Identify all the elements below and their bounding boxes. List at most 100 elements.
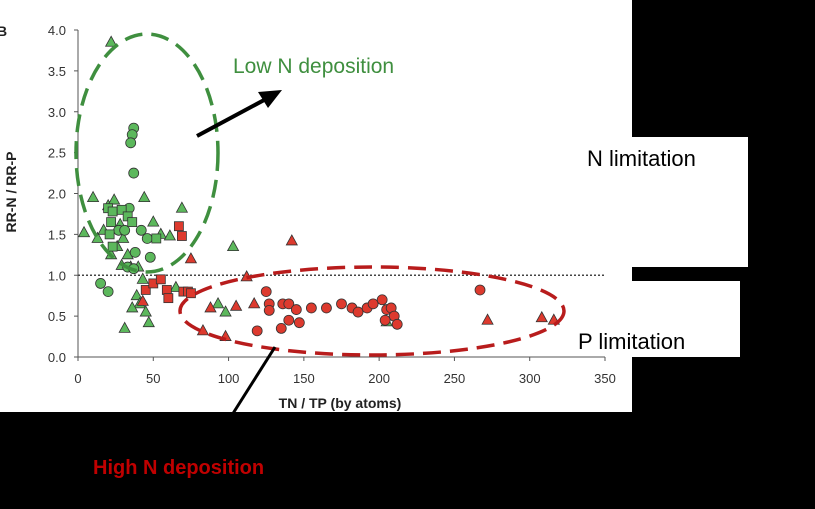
data-point-square bbox=[151, 233, 162, 244]
data-point-triangle bbox=[77, 225, 91, 238]
x-ticks: 0 50 100 150 200 250 300 350 bbox=[74, 357, 616, 386]
data-point-triangle bbox=[219, 305, 232, 317]
panel-letter: B bbox=[0, 23, 7, 39]
high-n-deposition-label: High N deposition bbox=[93, 457, 264, 479]
low-n-deposition-label: Low N deposition bbox=[233, 55, 394, 78]
x-tick-label: 100 bbox=[218, 371, 240, 386]
data-point-triangle bbox=[147, 215, 160, 227]
data-point-square bbox=[163, 293, 174, 304]
data-point-circle bbox=[95, 278, 106, 289]
data-point-circle bbox=[119, 224, 131, 236]
data-point-triangle bbox=[107, 193, 121, 205]
data-point-circle bbox=[474, 284, 486, 296]
data-point-circle bbox=[367, 298, 379, 310]
data-point-triangle bbox=[136, 272, 149, 284]
y-tick-label: 4.0 bbox=[48, 23, 66, 38]
data-point-triangle bbox=[184, 252, 198, 264]
y-tick-label: 1.0 bbox=[48, 268, 66, 283]
data-point-triangle bbox=[139, 305, 152, 317]
high-n-pointer-line bbox=[230, 346, 277, 416]
x-tick-label: 200 bbox=[368, 371, 390, 386]
data-point-circle bbox=[293, 317, 305, 329]
x-tick-label: 150 bbox=[293, 371, 315, 386]
data-point-circle bbox=[102, 286, 114, 298]
low-n-arrow-line bbox=[196, 97, 267, 138]
n-limitation-label: N limitation bbox=[587, 146, 696, 171]
data-point-square bbox=[186, 288, 196, 299]
data-point-circle bbox=[141, 233, 153, 244]
data-point-triangle bbox=[175, 201, 189, 213]
data-point-triangle bbox=[142, 315, 155, 328]
data-point-square bbox=[155, 274, 166, 285]
x-tick-label: 350 bbox=[594, 371, 616, 386]
data-point-square bbox=[127, 217, 138, 228]
data-point-circle bbox=[376, 294, 388, 306]
data-point-circle bbox=[260, 286, 272, 298]
n-limitation-box bbox=[556, 137, 748, 267]
x-axis-title: TN / TP (by atoms) bbox=[279, 395, 402, 411]
data-point-circle bbox=[128, 167, 140, 179]
data-point-triangle bbox=[91, 231, 104, 243]
data-point-triangle bbox=[204, 301, 217, 313]
data-point-circle bbox=[125, 137, 137, 149]
data-point-circle bbox=[283, 298, 295, 310]
data-point-triangle bbox=[138, 190, 151, 202]
y-tick-label: 0.0 bbox=[48, 350, 66, 365]
data-point-circle bbox=[379, 314, 391, 326]
data-point-triangle bbox=[116, 231, 130, 243]
data-point-circle bbox=[251, 325, 263, 337]
data-point-square bbox=[176, 231, 187, 241]
data-point-square bbox=[104, 229, 115, 240]
data-point-square bbox=[107, 241, 118, 252]
data-point-circle bbox=[275, 322, 287, 334]
low-n-ellipse bbox=[74, 32, 220, 274]
data-point-square bbox=[116, 204, 127, 215]
data-point-triangle bbox=[104, 35, 118, 47]
data-point-square bbox=[106, 217, 117, 228]
data-point-circle bbox=[135, 224, 147, 236]
data-point-triangle bbox=[130, 288, 143, 301]
data-point-circle bbox=[352, 306, 364, 318]
data-point-triangle bbox=[247, 297, 261, 309]
x-tick-label: 250 bbox=[444, 371, 466, 386]
y-axis-title: RR-N / RR-P bbox=[3, 152, 19, 233]
data-points bbox=[77, 35, 560, 341]
p-limitation-box bbox=[570, 281, 740, 357]
data-point-triangle bbox=[481, 313, 494, 325]
data-point-circle bbox=[290, 304, 302, 315]
high-n-ellipse bbox=[178, 265, 566, 357]
x-tick-label: 0 bbox=[74, 371, 81, 386]
x-tick-label: 50 bbox=[146, 371, 160, 386]
data-point-circle bbox=[144, 251, 156, 263]
y-tick-label: 0.5 bbox=[48, 309, 66, 324]
data-point-circle bbox=[263, 305, 275, 316]
p-limitation-label: P limitation bbox=[578, 329, 685, 354]
data-point-circle bbox=[283, 314, 295, 326]
data-point-circle bbox=[391, 318, 403, 330]
y-tick-label: 1.5 bbox=[48, 227, 66, 242]
x-tick-label: 300 bbox=[519, 371, 541, 386]
low-n-arrow-head bbox=[258, 90, 282, 108]
data-point-circle bbox=[305, 302, 317, 314]
data-point-circle bbox=[129, 246, 141, 258]
data-point-square bbox=[107, 206, 118, 217]
data-point-triangle bbox=[163, 229, 177, 241]
y-ticks: 0.0 0.5 1.0 1.5 2.0 2.5 3.0 3.5 4.0 bbox=[48, 23, 78, 365]
y-tick-label: 3.5 bbox=[48, 64, 66, 79]
data-point-triangle bbox=[136, 294, 149, 306]
data-point-square bbox=[140, 285, 151, 295]
data-point-triangle bbox=[229, 299, 243, 311]
data-point-triangle bbox=[126, 301, 139, 313]
y-tick-label: 3.0 bbox=[48, 105, 66, 120]
data-point-triangle bbox=[535, 310, 548, 323]
y-tick-label: 2.0 bbox=[48, 187, 66, 202]
y-tick-label: 2.5 bbox=[48, 146, 66, 161]
data-point-square bbox=[173, 221, 184, 232]
data-point-triangle bbox=[226, 239, 240, 252]
data-point-triangle bbox=[86, 190, 100, 202]
data-point-triangle bbox=[118, 321, 131, 333]
data-point-square bbox=[161, 285, 172, 295]
data-point-triangle bbox=[285, 234, 298, 246]
data-point-triangle bbox=[211, 297, 225, 309]
